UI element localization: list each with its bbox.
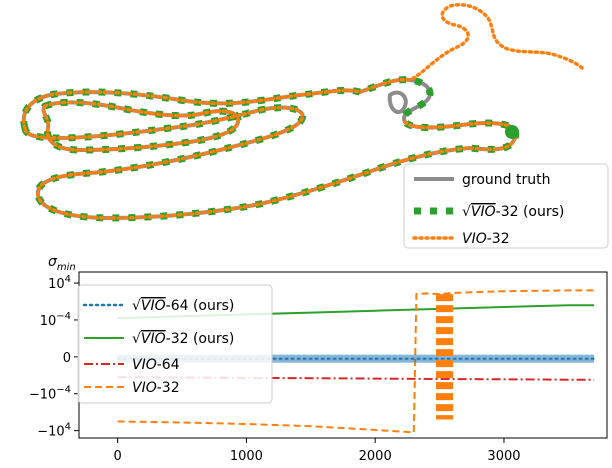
trajectory-end-cluster bbox=[505, 125, 519, 139]
y-axis-label: σmin bbox=[48, 254, 76, 273]
legend-frame-bottom bbox=[77, 284, 273, 404]
axes: 0 1000 2000 3000 104 10−4 0 −10−4 −104 bbox=[29, 274, 521, 464]
trajectory-plot bbox=[20, 3, 584, 222]
y-tick-label: 0 bbox=[63, 351, 71, 366]
series-line-vio-32 bbox=[117, 289, 595, 434]
trajectory-legend: ground truth √VIO-32 (ours) VIO-32 bbox=[403, 163, 609, 249]
x-tick-label: 1000 bbox=[230, 449, 263, 464]
x-tick-label: 0 bbox=[113, 449, 121, 464]
legend-label-vio-32: VIO-32 bbox=[462, 231, 510, 247]
legend-label-vio-32-b: VIO-32 bbox=[132, 380, 180, 396]
legend-label-vio-64: VIO-64 bbox=[132, 357, 180, 373]
y-tick-label: 104 bbox=[48, 274, 71, 292]
legend-label-sqrt-vio-64: √VIO-64 (ours) bbox=[132, 298, 234, 314]
sqrt-vio-64-noise-band bbox=[117, 354, 595, 363]
sigma-legend: √VIO-64 (ours) √VIO-32 (ours) VIO-64 VIO… bbox=[77, 284, 273, 404]
legend-label-sqrt-vio-32: √VIO-32 (ours) bbox=[462, 204, 564, 220]
legend-frame bbox=[403, 163, 609, 249]
x-tick-label: 2000 bbox=[359, 449, 392, 464]
legend-label-ground-truth: ground truth bbox=[462, 172, 550, 188]
x-tick-label: 3000 bbox=[487, 449, 520, 464]
legend-label-sqrt-vio-32-b: √VIO-32 (ours) bbox=[132, 331, 234, 347]
y-tick-label: 10−4 bbox=[40, 311, 71, 329]
vio-32-trajectory bbox=[22, 3, 584, 220]
sigma-plot: σmin 0 1000 2000 3000 104 10−4 0 −10−4 −104 √VIO… bbox=[29, 254, 608, 464]
y-tick-label: −104 bbox=[37, 422, 71, 440]
y-tick-label: −10−4 bbox=[29, 385, 71, 403]
